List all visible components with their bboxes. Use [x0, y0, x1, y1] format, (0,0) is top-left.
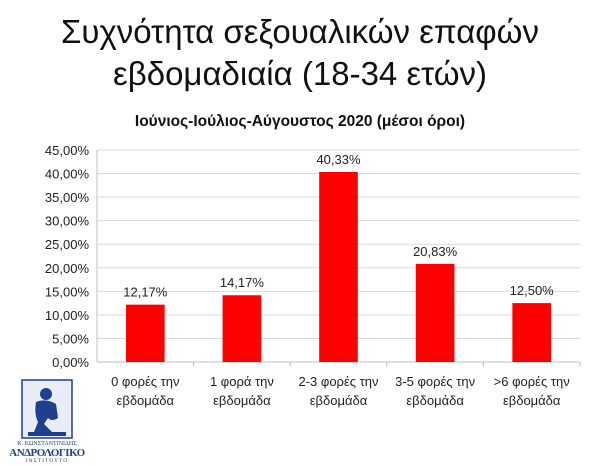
data-label: 40,33%: [316, 152, 361, 167]
y-tick-label: 25,00%: [45, 237, 90, 252]
y-tick-label: 15,00%: [45, 284, 90, 299]
chart-title-line2: εβδομαδιαία (18-34 ετών): [113, 55, 487, 92]
bar: [415, 263, 455, 362]
x-tick-label: 0 φορές την: [111, 374, 179, 389]
bar: [512, 303, 552, 362]
y-tick-label: 20,00%: [45, 261, 90, 276]
logo-text-main: ΑΝΔΡΟΛΟΓΙΚΟ: [9, 447, 85, 459]
x-tick-label: εβδομάδα: [310, 393, 368, 408]
data-label: 12,50%: [510, 283, 555, 298]
x-tick-label: >6 φορές την: [494, 374, 570, 389]
logo-text-name: Κ. ΚΩΝΣΤΑΝΤΙΝΙΔΗΣ: [17, 441, 77, 447]
bar: [125, 304, 165, 362]
y-tick-label: 5,00%: [52, 331, 89, 346]
data-label: 12,17%: [123, 285, 168, 300]
bar: [222, 295, 262, 362]
x-tick-label: εβδομάδα: [406, 393, 464, 408]
y-tick-label: 10,00%: [45, 308, 90, 323]
logo-text-sub: ΙΝΣΤΙΤΟΥΤΟ: [25, 458, 69, 464]
x-tick-label: εβδομάδα: [117, 393, 175, 408]
y-tick-label: 40,00%: [45, 167, 90, 182]
x-tick-label: εβδομάδα: [213, 393, 271, 408]
chart-title-line1: Συχνότητα σεξουαλικών επαφών: [61, 13, 539, 50]
chart-subtitle: Ιούνιος-Ιούλιος-Αύγουστος 2020 (μέσοι όρ…: [134, 113, 466, 130]
x-tick-label: 2-3 φορές την: [299, 374, 379, 389]
data-label: 20,83%: [413, 244, 458, 259]
x-tick-label: 3-5 φορές την: [395, 374, 475, 389]
x-tick-label: εβδομάδα: [503, 393, 561, 408]
thinker-statue-icon: [21, 379, 73, 439]
y-tick-label: 35,00%: [45, 190, 90, 205]
y-tick-label: 30,00%: [45, 214, 90, 229]
data-label: 14,17%: [220, 275, 265, 290]
y-tick-label: 45,00%: [45, 143, 90, 158]
institute-logo: Κ. ΚΩΝΣΤΑΝΤΙΝΙΔΗΣ ΑΝΔΡΟΛΟΓΙΚΟ ΙΝΣΤΙΤΟΥΤΟ: [8, 378, 86, 464]
y-tick-label: 0,00%: [52, 355, 89, 370]
bar: [319, 172, 358, 362]
x-tick-label: 1 φορά την: [210, 374, 274, 389]
